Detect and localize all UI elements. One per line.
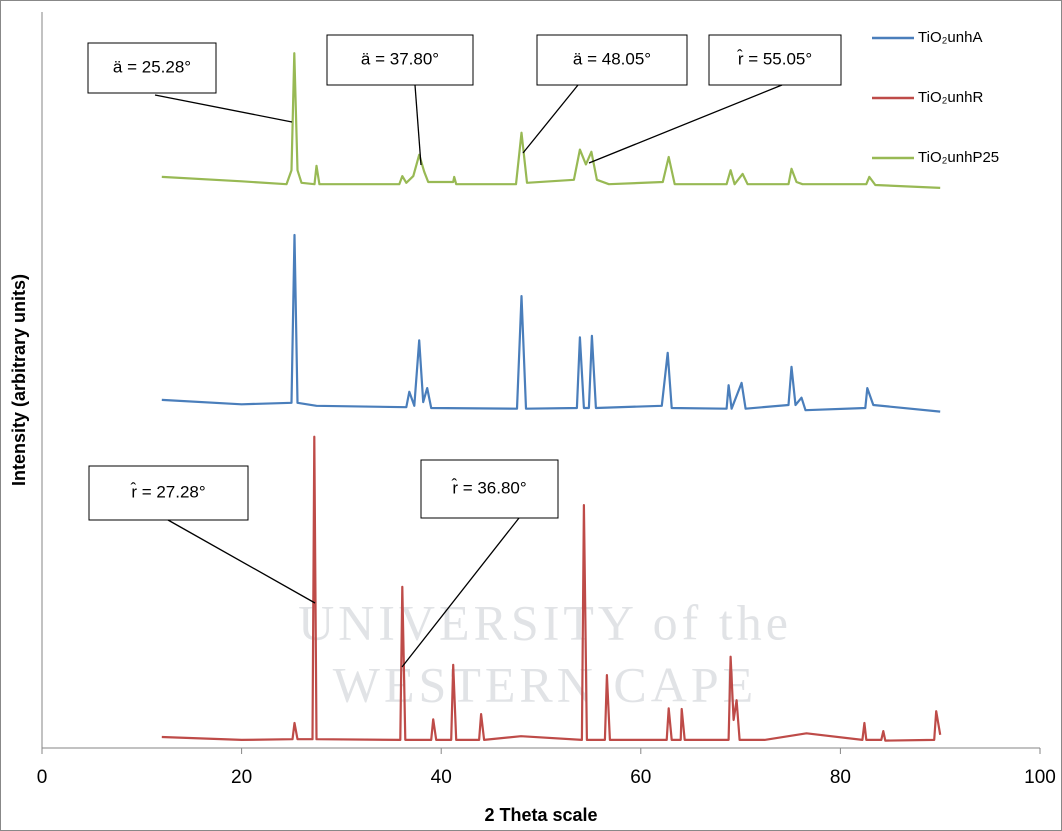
annotation-text: ä = 37.80°	[361, 49, 439, 68]
x-tick-label: 60	[630, 767, 651, 788]
x-axis-title: 2 Theta scale	[484, 805, 597, 825]
x-tick-label: 40	[431, 767, 452, 788]
x-tick-label: 80	[830, 767, 851, 788]
annotation-text: ä = 48.05°	[573, 49, 651, 68]
x-tick-label: 0	[37, 767, 48, 788]
annotation-text: r̂ = 36.80°	[451, 477, 526, 497]
x-tick-label: 20	[231, 767, 252, 788]
annotation-text: r̂ = 55.05°	[737, 48, 812, 68]
annotation-text: ä = 25.28°	[113, 57, 191, 76]
legend-label: TiO₂unhP25	[918, 149, 999, 166]
chart: UNIVERSITY of the WESTERN CAPE 2 Theta s…	[0, 0, 1062, 831]
legend-label: TiO₂unhR	[918, 89, 983, 106]
watermark-text: UNIVERSITY of the	[298, 594, 792, 650]
x-tick-label: 100	[1024, 767, 1056, 788]
y-axis-title: Intensity (arbitrary units)	[9, 274, 29, 486]
legend-label: TiO₂unhA	[918, 29, 982, 46]
watermark-text: WESTERN CAPE	[333, 656, 757, 712]
annotation-text: r̂ = 27.28°	[130, 481, 205, 501]
